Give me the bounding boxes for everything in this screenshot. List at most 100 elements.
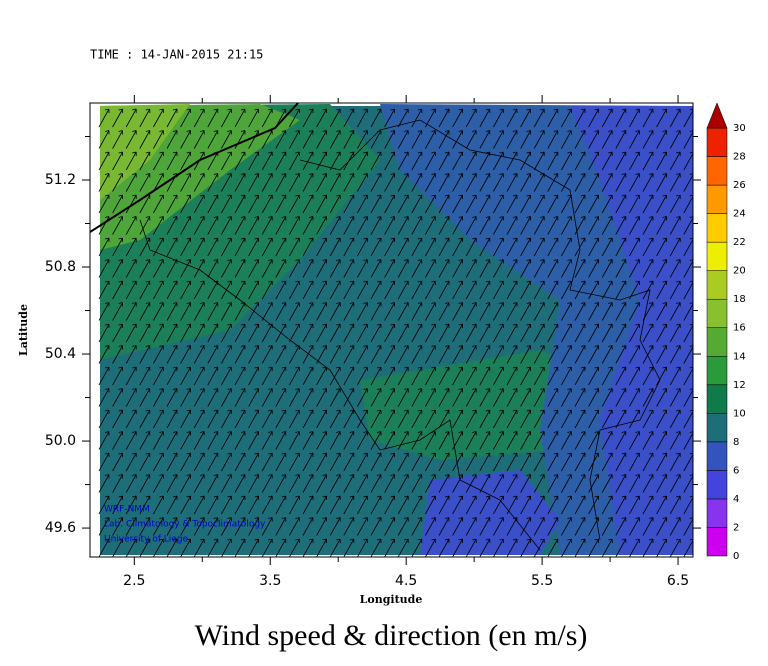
wind-arrow bbox=[438, 345, 450, 364]
wind-arrow bbox=[207, 474, 219, 493]
wind-arrow bbox=[112, 474, 123, 493]
wind-arrow bbox=[357, 302, 368, 321]
wind-arrow bbox=[588, 431, 599, 450]
wind-arrow bbox=[656, 388, 667, 407]
wind-arrow bbox=[289, 452, 300, 472]
wind-arrow bbox=[411, 409, 423, 429]
wind-arrow bbox=[221, 409, 232, 429]
wind-arrow bbox=[329, 538, 341, 557]
wind-arrow bbox=[275, 108, 287, 128]
wind-arrow bbox=[370, 237, 382, 257]
wind-arrow bbox=[302, 409, 314, 429]
wind-arrow bbox=[166, 194, 178, 214]
wind-arrow bbox=[153, 108, 164, 128]
wind-arrow bbox=[221, 388, 232, 407]
wind-arrow bbox=[574, 431, 586, 450]
wind-arrow bbox=[683, 237, 693, 257]
wind-arrow bbox=[547, 345, 559, 364]
wind-arrow bbox=[656, 237, 667, 257]
wind-arrow bbox=[221, 108, 232, 128]
wind-arrow bbox=[384, 323, 395, 343]
wind-arrow bbox=[493, 474, 504, 493]
wind-arrow bbox=[588, 302, 599, 321]
wind-arrow bbox=[438, 323, 450, 343]
wind-arrow bbox=[98, 194, 110, 214]
wind-arrow bbox=[112, 151, 123, 171]
wind-arrow bbox=[533, 259, 545, 278]
wind-arrow bbox=[357, 345, 368, 364]
wind-arrow bbox=[615, 388, 627, 407]
wind-arrow bbox=[139, 259, 151, 278]
wind-arrow bbox=[316, 151, 327, 171]
wind-arrow bbox=[166, 108, 178, 128]
wind-arrow bbox=[193, 409, 205, 429]
wind-arrow bbox=[438, 216, 450, 235]
wind-arrow bbox=[193, 173, 205, 192]
wind-arrow bbox=[683, 452, 693, 472]
wind-arrow bbox=[520, 495, 531, 515]
wind-arrow bbox=[193, 517, 205, 536]
wind-arrow bbox=[425, 366, 436, 386]
wind-arrow bbox=[397, 345, 409, 364]
wind-arrow bbox=[221, 151, 232, 171]
wind-arrow bbox=[193, 130, 205, 149]
arrows bbox=[98, 108, 693, 557]
wind-arrow bbox=[370, 216, 382, 235]
wind-arrow bbox=[683, 130, 693, 149]
wind-arrow bbox=[520, 280, 531, 300]
wind-arrow bbox=[452, 366, 463, 386]
wind-arrow bbox=[574, 495, 586, 515]
wind-arrow bbox=[112, 517, 123, 536]
wind-arrow bbox=[275, 237, 287, 257]
wind-arrow bbox=[520, 366, 531, 386]
wind-arrow bbox=[357, 151, 368, 171]
wind-arrow bbox=[629, 216, 640, 235]
wind-arrow bbox=[465, 345, 477, 364]
wind-arrow bbox=[669, 108, 681, 128]
wind-arrow bbox=[139, 345, 151, 364]
wind-arrow bbox=[139, 388, 151, 407]
wind-arrow bbox=[574, 237, 586, 257]
wind-arrow bbox=[574, 302, 586, 321]
wind-arrow bbox=[275, 194, 287, 214]
wind-arrow bbox=[166, 237, 178, 257]
wind-arrow bbox=[384, 173, 395, 192]
wind-arrow bbox=[302, 517, 314, 536]
wind-arrow bbox=[615, 130, 627, 149]
wind-arrow bbox=[438, 108, 450, 128]
wind-arrow bbox=[180, 495, 191, 515]
wind-arrow bbox=[669, 302, 681, 321]
wind-arrow bbox=[465, 237, 477, 257]
wind-arrow bbox=[302, 302, 314, 321]
wind-field bbox=[90, 103, 693, 557]
wind-arrow bbox=[561, 194, 572, 214]
wind-arrow bbox=[193, 216, 205, 235]
wind-arrow bbox=[357, 237, 368, 257]
colorbar-swatch bbox=[706, 127, 728, 157]
wind-arrow bbox=[479, 517, 491, 536]
colorbar-swatch bbox=[706, 498, 728, 528]
wind-arrow bbox=[574, 259, 586, 278]
wind-arrow bbox=[234, 259, 246, 278]
wind-arrow bbox=[357, 474, 368, 493]
wind-arrow bbox=[411, 237, 423, 257]
wind-arrow bbox=[112, 216, 123, 235]
wind-arrow bbox=[561, 495, 572, 515]
wind-arrow bbox=[411, 216, 423, 235]
wind-arrow bbox=[343, 538, 355, 557]
wind-arrow bbox=[329, 474, 341, 493]
wind-arrow bbox=[425, 431, 436, 450]
wind-arrow bbox=[493, 431, 504, 450]
colorbar-label: 2 bbox=[733, 522, 739, 533]
wind-arrow bbox=[98, 237, 110, 257]
wind-arrow bbox=[452, 388, 463, 407]
wind-arrow bbox=[98, 323, 110, 343]
wind-arrow bbox=[547, 151, 559, 171]
wind-arrow bbox=[425, 517, 436, 536]
wind-arrow bbox=[425, 495, 436, 515]
wind-arrow bbox=[533, 216, 545, 235]
wind-arrow bbox=[221, 538, 232, 557]
wind-arrow bbox=[452, 452, 463, 472]
wind-arrow bbox=[465, 259, 477, 278]
wind-arrow bbox=[506, 108, 518, 128]
